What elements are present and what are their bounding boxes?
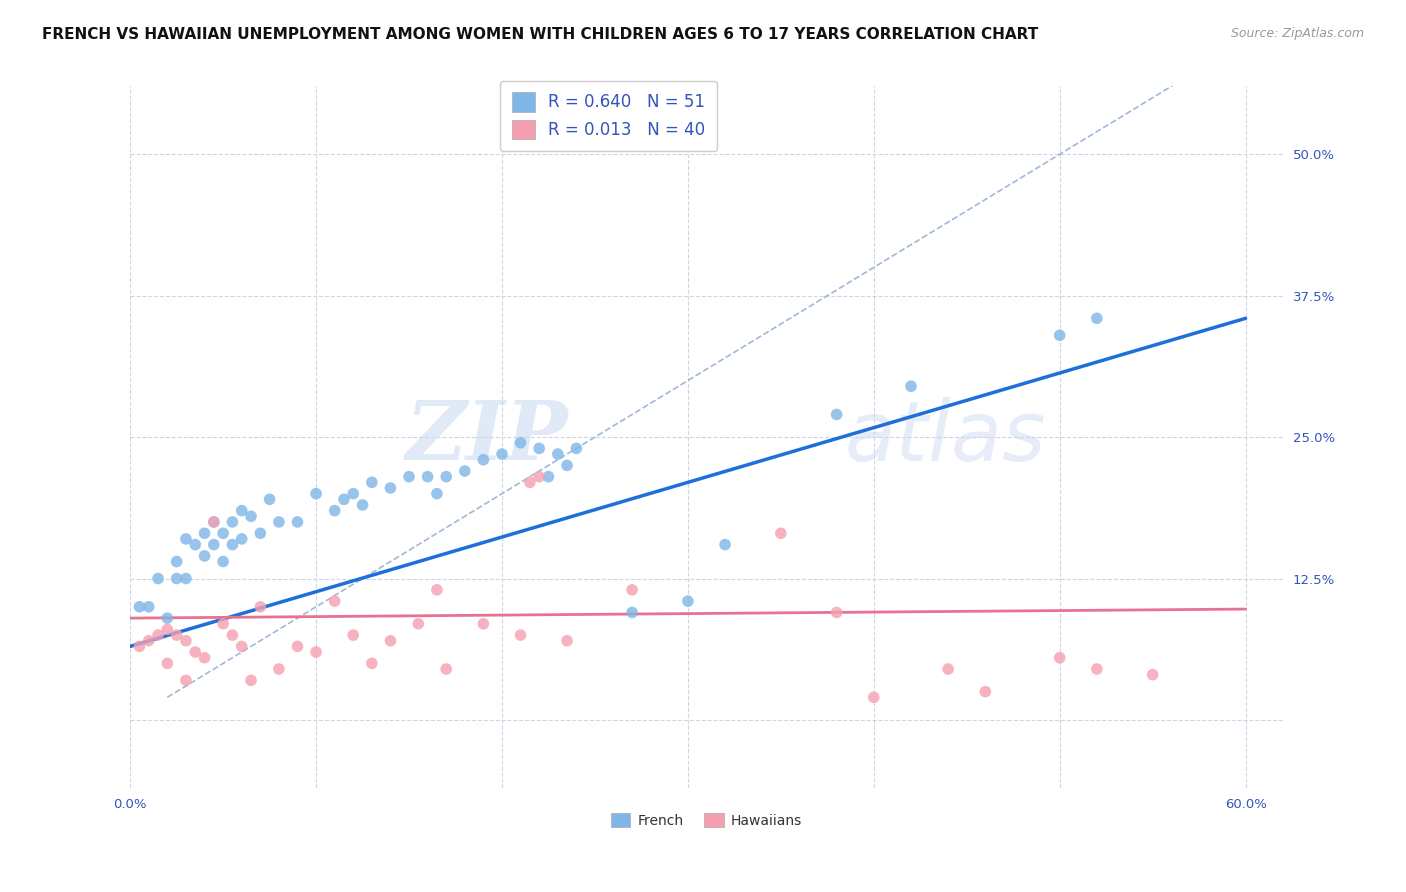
Point <box>231 532 253 546</box>
Point <box>472 452 495 467</box>
Point <box>323 503 346 517</box>
Point <box>769 526 792 541</box>
Point <box>1085 662 1108 676</box>
Point <box>174 673 197 688</box>
Point <box>249 599 271 614</box>
Point <box>342 628 364 642</box>
Point <box>221 628 243 642</box>
Point <box>565 442 588 456</box>
Text: Source: ZipAtlas.com: Source: ZipAtlas.com <box>1230 27 1364 40</box>
Point <box>240 509 263 524</box>
Point <box>174 532 197 546</box>
Point <box>184 538 207 552</box>
Point <box>212 616 235 631</box>
Point <box>221 538 243 552</box>
Legend: French, Hawaiians: French, Hawaiians <box>606 807 807 833</box>
Point <box>537 469 560 483</box>
Point <box>1049 650 1071 665</box>
Point <box>408 616 430 631</box>
Point <box>825 606 848 620</box>
Point <box>267 662 290 676</box>
Point <box>146 572 169 586</box>
Point <box>900 379 922 393</box>
Point <box>128 640 150 654</box>
Point <box>333 492 356 507</box>
Point <box>380 481 402 495</box>
Point <box>426 486 449 500</box>
Point <box>426 582 449 597</box>
Point <box>434 469 457 483</box>
Point <box>714 538 737 552</box>
Point <box>193 526 215 541</box>
Point <box>555 458 578 473</box>
Point <box>527 469 550 483</box>
Point <box>212 555 235 569</box>
Text: ZIP: ZIP <box>405 397 568 477</box>
Point <box>156 611 179 625</box>
Point <box>1049 328 1071 343</box>
Point <box>352 498 374 512</box>
Point <box>621 606 644 620</box>
Point <box>305 486 328 500</box>
Point <box>231 503 253 517</box>
Point <box>128 599 150 614</box>
Text: FRENCH VS HAWAIIAN UNEMPLOYMENT AMONG WOMEN WITH CHILDREN AGES 6 TO 17 YEARS COR: FRENCH VS HAWAIIAN UNEMPLOYMENT AMONG WO… <box>42 27 1039 42</box>
Point <box>305 645 328 659</box>
Point <box>380 633 402 648</box>
Point <box>221 515 243 529</box>
Point <box>509 435 531 450</box>
Point <box>1085 311 1108 326</box>
Point <box>676 594 699 608</box>
Point <box>360 657 382 671</box>
Point <box>166 572 188 586</box>
Point <box>156 657 179 671</box>
Point <box>434 662 457 676</box>
Point <box>166 555 188 569</box>
Point <box>184 645 207 659</box>
Point <box>138 599 160 614</box>
Point <box>555 633 578 648</box>
Point <box>249 526 271 541</box>
Point <box>936 662 959 676</box>
Point <box>138 633 160 648</box>
Point <box>231 640 253 654</box>
Point <box>156 623 179 637</box>
Point <box>472 616 495 631</box>
Point <box>259 492 281 507</box>
Point <box>398 469 420 483</box>
Point <box>202 515 225 529</box>
Point <box>202 538 225 552</box>
Point <box>166 628 188 642</box>
Point <box>825 408 848 422</box>
Point <box>509 628 531 642</box>
Text: atlas: atlas <box>845 397 1046 477</box>
Point <box>202 515 225 529</box>
Point <box>491 447 513 461</box>
Point <box>174 572 197 586</box>
Point <box>454 464 477 478</box>
Point <box>323 594 346 608</box>
Point <box>360 475 382 490</box>
Point <box>287 515 309 529</box>
Point <box>212 526 235 541</box>
Point <box>527 442 550 456</box>
Point <box>547 447 569 461</box>
Point <box>416 469 439 483</box>
Point <box>287 640 309 654</box>
Point <box>146 628 169 642</box>
Point <box>862 690 884 705</box>
Point <box>193 549 215 563</box>
Point <box>974 684 997 698</box>
Point <box>342 486 364 500</box>
Point <box>240 673 263 688</box>
Point <box>519 475 541 490</box>
Point <box>267 515 290 529</box>
Point <box>193 650 215 665</box>
Point <box>174 633 197 648</box>
Point <box>1142 667 1164 681</box>
Point <box>621 582 644 597</box>
